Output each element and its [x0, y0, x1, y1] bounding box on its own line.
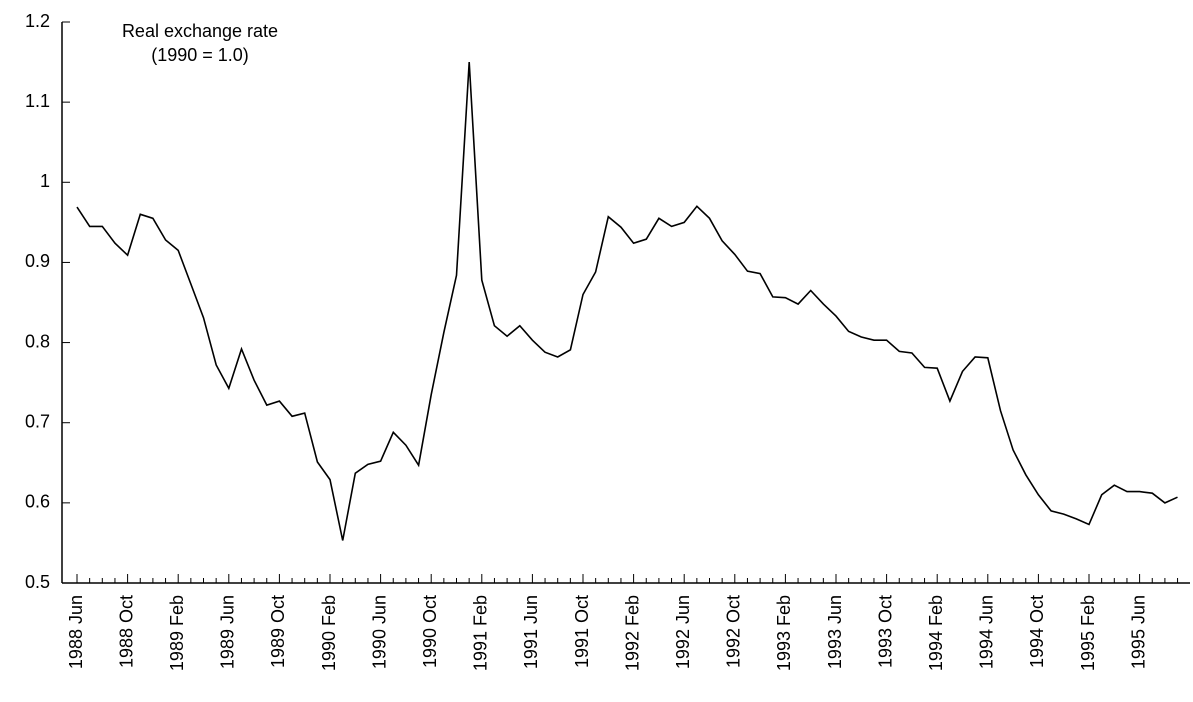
y-tick-label: 0.6: [25, 492, 50, 512]
y-tick-label: 1.2: [25, 11, 50, 31]
x-tick-label: 1993 Feb: [774, 595, 794, 671]
x-tick-label: 1995 Jun: [1128, 595, 1148, 669]
y-tick-label: 1: [40, 171, 50, 191]
x-tick-label: 1992 Oct: [724, 595, 744, 668]
y-tick-label: 0.5: [25, 572, 50, 592]
x-tick-label: 1993 Oct: [875, 595, 895, 668]
x-tick-label: 1991 Oct: [572, 595, 592, 668]
x-tick-label: 1990 Feb: [319, 595, 339, 671]
x-tick-label: 1991 Feb: [471, 595, 491, 671]
x-tick-label: 1990 Jun: [369, 595, 389, 669]
annotation: Real exchange rate: [122, 21, 278, 41]
x-tick-label: 1995 Feb: [1078, 595, 1098, 671]
y-tick-label: 0.8: [25, 331, 50, 351]
x-tick-label: 1993 Jun: [825, 595, 845, 669]
annotation: (1990 = 1.0): [151, 45, 249, 65]
x-tick-label: 1992 Jun: [673, 595, 693, 669]
y-tick-label: 1.1: [25, 91, 50, 111]
x-tick-label: 1991 Jun: [521, 595, 541, 669]
y-tick-label: 0.9: [25, 251, 50, 271]
line: [76, 62, 1178, 541]
x-tick-label: 1988 Jun: [66, 595, 86, 669]
x-tick-label: 1989 Oct: [268, 595, 288, 668]
y-tick-label: 0.7: [25, 411, 50, 431]
x-tick-label: 1989 Jun: [218, 595, 238, 669]
x-tick-label: 1989 Feb: [167, 595, 187, 671]
x-tick-label: 1990 Oct: [420, 595, 440, 668]
x-tick-label: 1988 Oct: [116, 595, 136, 668]
x-tick-label: 1992 Feb: [622, 595, 642, 671]
x-tick-label: 1994 Oct: [1027, 595, 1047, 668]
x-tick-label: 1994 Feb: [926, 595, 946, 671]
x-tick-label: 1994 Jun: [977, 595, 997, 669]
